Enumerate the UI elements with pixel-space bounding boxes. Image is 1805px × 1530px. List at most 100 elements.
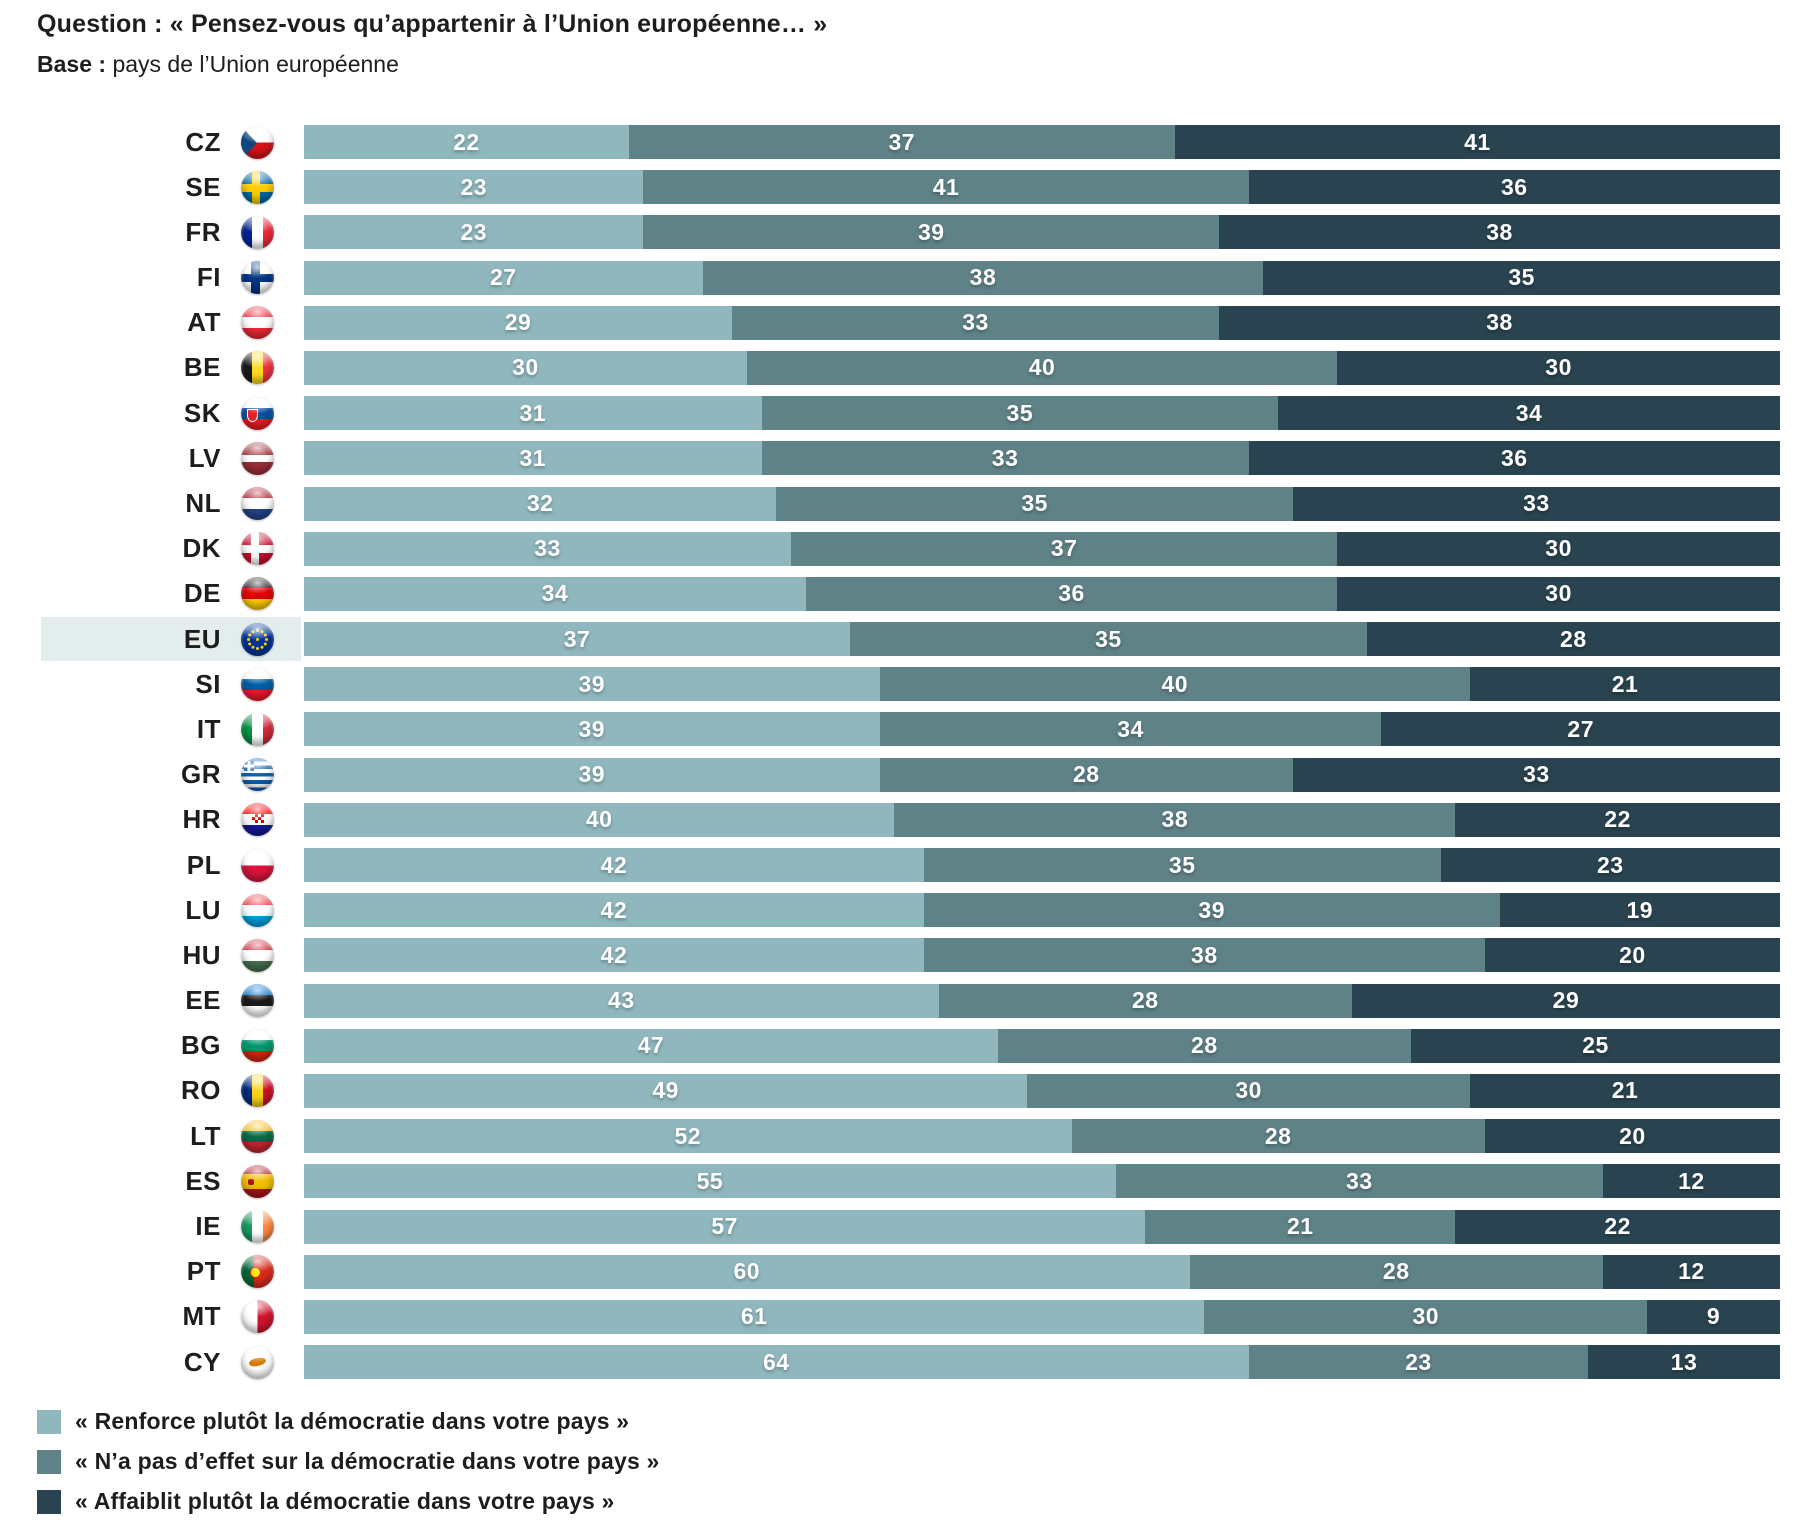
flag-hr-icon (241, 803, 274, 837)
country-row: CY 64 23 13 (0, 1345, 1780, 1380)
country-row: GR 39 28 33 (0, 757, 1780, 792)
country-code-label: BG (181, 1030, 221, 1061)
country-row: CZ 22 37 41 (0, 125, 1780, 159)
flag-se-icon (241, 170, 274, 204)
country-code-label: LU (185, 894, 221, 925)
country-code-label: SK (183, 397, 221, 428)
stacked-bar: 64 23 13 (304, 1345, 1780, 1380)
bar-segment: 41 (1174, 125, 1780, 159)
country-label-wrap: BG (0, 1029, 304, 1063)
stacked-bar: 37 35 28 (304, 622, 1780, 657)
segment-value: 36 (1501, 444, 1528, 471)
bar-segment: 39 (923, 893, 1500, 928)
segment-value: 40 (585, 806, 613, 833)
stacked-bar: 33 37 30 (304, 531, 1780, 566)
legend-item-effet: « N’a pas d’effet sur la démocratie dans… (37, 1448, 660, 1475)
segment-value: 41 (1464, 128, 1491, 155)
country-label-wrap: PL (0, 848, 304, 882)
segment-value: 23 (1405, 1348, 1432, 1375)
segment-value: 28 (1264, 1122, 1292, 1149)
stacked-bar: 23 41 36 (304, 170, 1780, 205)
segment-value: 60 (733, 1258, 761, 1285)
bar-segment: 41 (643, 170, 1249, 205)
stacked-bar-chart: CZ 22 37 41 SE 23 41 36 FR 23 39 38 FI 27 38 35 AT 29 33 38… (0, 125, 1780, 1390)
segment-value: 28 (1132, 987, 1159, 1014)
bar-segment: 36 (1248, 170, 1780, 205)
segment-value: 39 (578, 715, 606, 742)
country-row: SI 39 40 21 (0, 667, 1780, 702)
flag-ro-icon (241, 1074, 274, 1108)
flag-es-icon (241, 1164, 274, 1198)
segment-value: 33 (1523, 490, 1550, 516)
country-code-label: EU (183, 623, 221, 654)
country-row: EE 43 28 29 (0, 983, 1780, 1018)
country-code-label: MT (182, 1301, 221, 1332)
stacked-bar: 39 34 27 (304, 712, 1780, 747)
segment-value: 38 (1486, 309, 1513, 336)
segment-value: 37 (563, 625, 591, 652)
segment-value: 28 (1382, 1258, 1410, 1285)
bar-segment: 33 (1292, 486, 1780, 521)
flag-nl-icon (241, 487, 274, 520)
stacked-bar: 47 28 25 (304, 1028, 1780, 1063)
country-label-wrap: FR (0, 215, 304, 249)
bar-segment: 36 (1248, 441, 1780, 476)
bar-segment: 22 (304, 125, 629, 159)
segment-value: 22 (453, 128, 480, 155)
stacked-bar: 39 28 33 (304, 757, 1780, 792)
flag-de-icon (241, 577, 274, 611)
bar-segment: 34 (1278, 396, 1780, 431)
country-code-label: HR (182, 804, 221, 835)
country-label-wrap: LV (0, 441, 304, 475)
bar-segment: 33 (732, 305, 1220, 340)
stacked-bar: 31 33 36 (304, 441, 1780, 476)
stacked-bar: 31 35 34 (304, 396, 1780, 431)
bar-segment: 30 (1337, 576, 1780, 611)
segment-value: 39 (578, 670, 606, 697)
segment-value: 31 (519, 399, 547, 426)
country-label-wrap: CZ (0, 125, 304, 159)
bar-segment: 42 (304, 938, 924, 973)
country-row: PT 60 28 12 (0, 1254, 1780, 1289)
bar-segment: 21 (1145, 1209, 1456, 1244)
country-label-wrap: FI (0, 261, 304, 295)
bar-segment: 21 (1470, 1073, 1780, 1108)
bar-segment: 13 (1588, 1345, 1780, 1380)
segment-value: 41 (932, 173, 960, 200)
stacked-bar: 42 39 19 (304, 893, 1780, 928)
country-code-label: NL (185, 488, 221, 518)
bar-segment: 35 (761, 396, 1279, 431)
segment-value: 21 (1611, 670, 1639, 697)
country-code-label: DK (182, 533, 221, 564)
stacked-bar: 30 40 30 (304, 350, 1780, 385)
country-label-wrap: SE (0, 170, 304, 204)
segment-value: 30 (1545, 580, 1572, 607)
country-label-wrap: LU (0, 893, 304, 927)
flag-sk-icon (241, 396, 274, 430)
flag-mt-icon (241, 1300, 274, 1334)
segment-value: 64 (763, 1348, 790, 1375)
country-label-wrap: RO (0, 1074, 304, 1108)
segment-value: 28 (1560, 625, 1587, 652)
header: Question : « Pensez-vous qu’appartenir à… (37, 8, 827, 78)
bar-segment: 35 (850, 622, 1367, 657)
legend-item-affaiblit: « Affaiblit plutôt la démocratie dans vo… (37, 1488, 660, 1515)
segment-value: 12 (1678, 1258, 1705, 1285)
country-code-label: AT (187, 307, 221, 338)
bar-segment: 30 (1337, 531, 1780, 566)
flag-lt-icon (241, 1119, 274, 1153)
bar-segment: 29 (304, 305, 733, 340)
country-code-label: LV (188, 442, 221, 473)
country-label-wrap: HU (0, 938, 304, 972)
segment-value: 9 (1706, 1303, 1721, 1330)
legend-label-effet: « N’a pas d’effet sur la démocratie dans… (75, 1448, 660, 1474)
stacked-bar: 60 28 12 (304, 1254, 1780, 1289)
segment-value: 34 (1515, 399, 1543, 426)
country-label-wrap: MT (0, 1300, 304, 1334)
segment-value: 30 (512, 354, 539, 381)
flag-dk-icon (241, 532, 274, 566)
country-row: PL 42 35 23 (0, 848, 1780, 882)
segment-value: 39 (578, 761, 606, 788)
segment-value: 47 (637, 1032, 665, 1059)
stacked-bar: 27 38 35 (304, 260, 1780, 295)
